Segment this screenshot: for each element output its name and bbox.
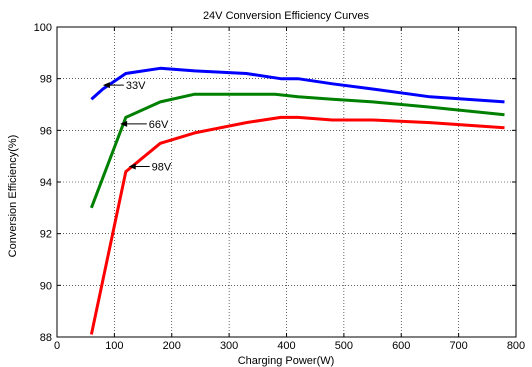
annotation-33v: 33V: [102, 80, 146, 92]
annotations: 33V 66V 98V: [102, 80, 172, 174]
x-tick-label: 300: [220, 340, 238, 352]
y-tick-label: 100: [34, 22, 52, 34]
y-tick-label: 92: [40, 229, 52, 241]
x-tick-label: 400: [277, 340, 295, 352]
x-tick-label: 600: [392, 340, 410, 352]
y-tick-label: 88: [40, 332, 52, 344]
annotation-label: 66V: [149, 119, 169, 131]
annotation-arrow-head: [102, 82, 110, 89]
y-tick-label: 98: [40, 74, 52, 86]
axis-ticks: 0 100 200 300 400 500 600 700 800 88 90 92 94 96 98 100: [34, 22, 526, 352]
x-tick-label: 0: [54, 340, 60, 352]
y-axis-label: Conversion Efficiency(%): [7, 135, 19, 258]
annotation-label: 98V: [152, 162, 172, 174]
series-line-66v: [89, 92, 505, 209]
y-tick-label: 96: [40, 125, 52, 137]
series-lines: [89, 66, 505, 335]
annotation-arrow-head: [128, 163, 136, 170]
annotation-arrow-head: [120, 120, 128, 127]
x-tick-label: 700: [449, 340, 467, 352]
annotation-98v: 98V: [128, 162, 172, 174]
x-tick-label: 100: [105, 340, 123, 352]
x-tick-label: 500: [335, 340, 353, 352]
series-line-98v: [89, 115, 505, 335]
x-axis-label: Charging Power(W): [238, 355, 335, 367]
x-tick-label: 800: [507, 340, 525, 352]
series-line-33v: [90, 66, 505, 104]
y-tick-label: 94: [40, 177, 52, 189]
annotation-66v: 66V: [120, 119, 169, 131]
annotation-label: 33V: [126, 80, 146, 92]
y-tick-label: 90: [40, 280, 52, 292]
chart-title: 24V Conversion Efficiency Curves: [203, 10, 370, 22]
x-tick-label: 200: [163, 340, 181, 352]
